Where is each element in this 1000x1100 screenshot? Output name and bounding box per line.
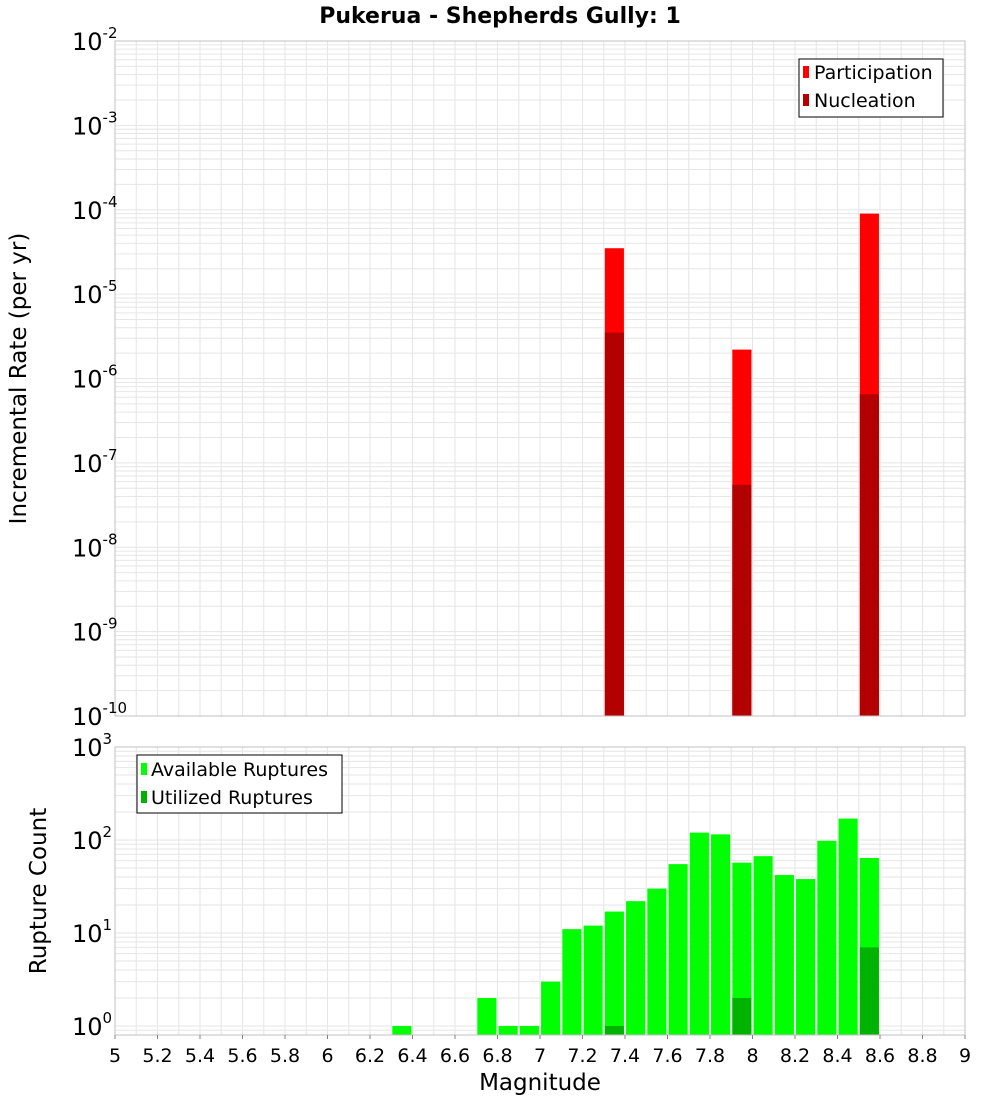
utilized-ruptures-bar [859, 947, 879, 1035]
x-tick-label: 8.8 [907, 1045, 937, 1067]
x-axis-label: Magnitude [479, 1070, 601, 1096]
x-tick-label: 6.8 [482, 1045, 512, 1067]
x-tick-label: 6.6 [440, 1045, 470, 1067]
rate-y-axis-label: Incremental Rate (per yr) [6, 233, 32, 525]
available-ruptures-bar [647, 888, 667, 1035]
rate-y-tick-label: 10-9 [72, 615, 118, 647]
available-legend-label: Available Ruptures [151, 759, 328, 781]
available-ruptures-bar [774, 875, 794, 1035]
x-tick-label: 7 [534, 1045, 546, 1067]
available-ruptures-bar [541, 981, 561, 1035]
available-ruptures-bar [477, 997, 497, 1035]
rate-y-tick-label: 10-6 [72, 362, 118, 394]
rate-plot-frame [114, 40, 966, 717]
utilized-ruptures-bar [604, 1025, 624, 1035]
x-tick-label: 5.2 [142, 1045, 172, 1067]
utilized-legend-swatch [141, 791, 147, 803]
count-legend: Available Ruptures Utilized Ruptures [136, 754, 343, 814]
available-ruptures-bar [753, 856, 773, 1035]
x-tick-label: 6 [321, 1045, 333, 1067]
available-ruptures-bar [711, 834, 731, 1035]
available-ruptures-bar [498, 1025, 518, 1035]
rate-y-tick-label: 10-4 [72, 193, 118, 225]
rate-y-tick-label: 10-5 [72, 277, 118, 309]
rate-panel: 10-10 10-9 10-8 10-7 10-6 10-5 10-4 10-3 10-2 In… [6, 24, 966, 731]
nucleation-legend-swatch [803, 94, 809, 106]
participation-legend-label: Participation [814, 62, 933, 84]
count-legend-box [136, 754, 343, 814]
nucleation-bar [859, 394, 879, 716]
utilized-ruptures-bar [732, 997, 752, 1035]
chart-title: Pukerua - Shepherds Gully: 1 [319, 4, 681, 29]
rate-y-tick-label: 10-10 [72, 699, 127, 731]
x-tick-label: 6.4 [397, 1045, 427, 1067]
x-tick-label: 6.2 [355, 1045, 385, 1067]
x-tick-label: 8 [746, 1045, 758, 1067]
x-tick-label: 7.2 [567, 1045, 597, 1067]
available-ruptures-bar [732, 862, 752, 1035]
x-tick-label: 7.8 [695, 1045, 725, 1067]
available-ruptures-bar [604, 911, 624, 1035]
available-ruptures-bar [562, 929, 582, 1035]
utilized-legend-label: Utilized Ruptures [151, 787, 313, 809]
available-ruptures-bar [583, 925, 603, 1035]
x-tick-label: 8.4 [822, 1045, 852, 1067]
rate-y-tick-label: 10-2 [72, 24, 118, 56]
x-tick-label: 5.6 [227, 1045, 257, 1067]
count-y-axis-label: Rupture Count [26, 808, 52, 974]
rate-y-tick-label: 10-8 [72, 530, 118, 562]
rate-legend: Participation Nucleation [798, 58, 944, 118]
nucleation-bar [732, 484, 752, 716]
available-ruptures-bar [796, 879, 816, 1035]
available-ruptures-bar [519, 1025, 539, 1035]
available-ruptures-bar [392, 1025, 412, 1035]
x-tick-label: 7.4 [610, 1045, 640, 1067]
available-ruptures-bar [626, 901, 646, 1035]
available-ruptures-bar [817, 840, 837, 1035]
nucleation-bar [604, 332, 624, 716]
nucleation-legend-label: Nucleation [814, 90, 916, 112]
x-tick-label: 5.8 [270, 1045, 300, 1067]
available-legend-swatch [141, 763, 147, 775]
available-ruptures-bar [838, 818, 858, 1035]
rate-y-tick-label: 10-3 [72, 108, 118, 140]
available-ruptures-bar [689, 832, 709, 1035]
rate-legend-box [798, 58, 944, 118]
available-ruptures-bar [668, 864, 688, 1035]
x-tick-label: 5 [109, 1045, 121, 1067]
x-tick-label: 8.2 [780, 1045, 810, 1067]
count-panel: 100 101 102 103 5 5.2 5.4 5.6 5.8 6 6.2 6.4 6.6 6.8 7… [26, 730, 971, 1096]
x-tick-label: 7.6 [652, 1045, 682, 1067]
count-y-tick-label: 102 [72, 823, 112, 855]
rate-y-tick-label: 10-7 [72, 446, 118, 478]
x-tick-label: 9 [959, 1045, 971, 1067]
x-tick-label: 8.6 [865, 1045, 895, 1067]
count-y-tick-label: 100 [72, 1009, 112, 1041]
x-tick-label: 5.4 [185, 1045, 215, 1067]
count-y-tick-label: 101 [72, 916, 112, 948]
participation-legend-swatch [803, 66, 809, 78]
count-y-tick-label: 103 [72, 730, 112, 762]
